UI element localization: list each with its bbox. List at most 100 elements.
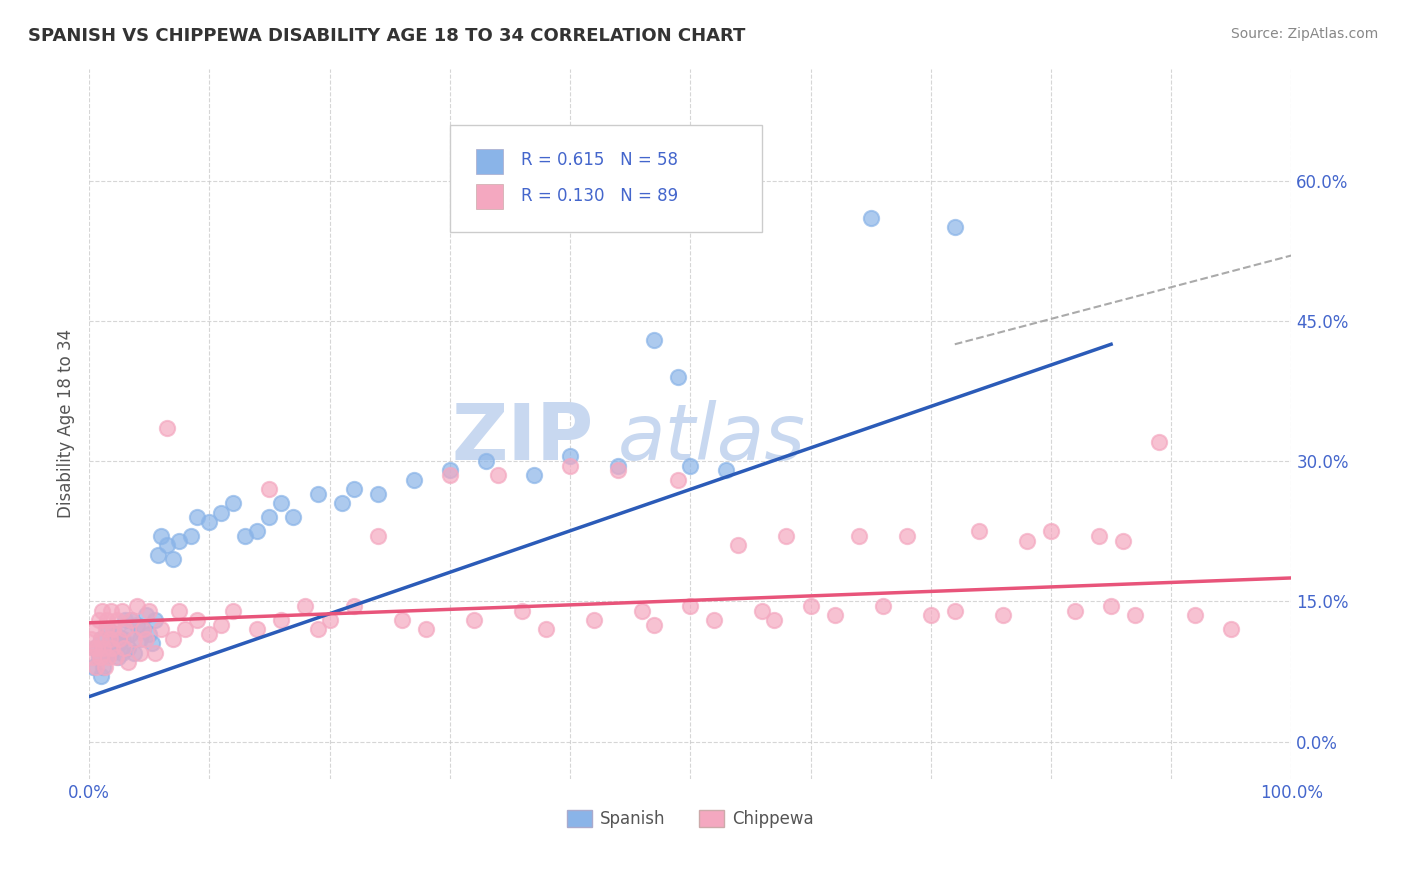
Point xyxy=(114,613,136,627)
Point xyxy=(1147,435,1170,450)
Text: R = 0.130   N = 89: R = 0.130 N = 89 xyxy=(520,186,678,204)
Text: ZIP: ZIP xyxy=(451,400,595,476)
Point xyxy=(128,646,150,660)
Point xyxy=(222,496,245,510)
Legend: Spanish, Chippewa: Spanish, Chippewa xyxy=(560,803,821,835)
Point xyxy=(156,421,179,435)
Point xyxy=(132,623,155,637)
Point xyxy=(848,529,870,543)
Point xyxy=(82,650,104,665)
Point xyxy=(209,506,232,520)
Point xyxy=(143,613,166,627)
Point xyxy=(104,627,127,641)
Point xyxy=(475,454,498,468)
Point xyxy=(318,613,340,627)
Point xyxy=(259,482,281,496)
Point xyxy=(775,529,797,543)
Point xyxy=(138,604,160,618)
Y-axis label: Disability Age 18 to 34: Disability Age 18 to 34 xyxy=(58,329,75,518)
Point xyxy=(156,538,179,552)
Point xyxy=(93,659,115,673)
FancyBboxPatch shape xyxy=(450,126,762,232)
Point xyxy=(209,617,232,632)
Point xyxy=(270,496,292,510)
Point xyxy=(94,623,117,637)
Point xyxy=(84,623,107,637)
Point xyxy=(342,482,364,496)
Point xyxy=(100,646,122,660)
Point xyxy=(128,632,150,646)
Point xyxy=(135,608,157,623)
Point xyxy=(118,627,141,641)
Point xyxy=(107,650,129,665)
Point xyxy=(186,613,208,627)
Point xyxy=(93,641,115,656)
Point xyxy=(1039,524,1062,539)
Point xyxy=(127,599,149,613)
Point xyxy=(198,515,221,529)
Text: Source: ZipAtlas.com: Source: ZipAtlas.com xyxy=(1230,27,1378,41)
Point xyxy=(101,623,124,637)
Point xyxy=(1015,533,1038,548)
Point xyxy=(967,524,990,539)
Text: atlas: atlas xyxy=(619,400,806,476)
Point xyxy=(751,604,773,618)
Point xyxy=(167,533,190,548)
Point xyxy=(607,463,630,477)
Point xyxy=(643,333,665,347)
Point xyxy=(643,617,665,632)
Point xyxy=(162,552,184,566)
Point xyxy=(108,636,131,650)
Point xyxy=(87,650,110,665)
Point xyxy=(100,604,122,618)
Point xyxy=(120,613,142,627)
Point xyxy=(896,529,918,543)
Point xyxy=(943,220,966,235)
Point xyxy=(859,211,882,225)
Point xyxy=(96,613,118,627)
Point xyxy=(666,370,689,384)
Point xyxy=(270,613,292,627)
Point xyxy=(534,623,557,637)
Point xyxy=(132,623,155,637)
Point xyxy=(920,608,942,623)
Point xyxy=(679,458,702,473)
Point xyxy=(330,496,353,510)
Point xyxy=(117,655,139,669)
Point xyxy=(1064,604,1087,618)
Point xyxy=(666,473,689,487)
Point xyxy=(135,632,157,646)
Point xyxy=(82,659,104,673)
Point xyxy=(96,646,118,660)
Point xyxy=(198,627,221,641)
Point xyxy=(105,613,128,627)
Point xyxy=(294,599,316,613)
Point xyxy=(824,608,846,623)
Point xyxy=(583,613,606,627)
Point xyxy=(110,646,132,660)
Point xyxy=(703,613,725,627)
Point xyxy=(439,463,461,477)
Point xyxy=(872,599,894,613)
Point xyxy=(1088,529,1111,543)
Point xyxy=(84,659,107,673)
Point xyxy=(463,613,485,627)
Point xyxy=(141,636,163,650)
Point xyxy=(222,604,245,618)
Point xyxy=(180,529,202,543)
Point xyxy=(112,641,135,656)
Point xyxy=(716,463,738,477)
Point xyxy=(143,646,166,660)
Point xyxy=(90,632,112,646)
Point xyxy=(84,641,107,656)
Point xyxy=(150,623,173,637)
Point xyxy=(631,604,654,618)
Point xyxy=(108,632,131,646)
Point xyxy=(104,650,127,665)
Point xyxy=(367,529,389,543)
Point xyxy=(558,450,581,464)
Point xyxy=(259,510,281,524)
FancyBboxPatch shape xyxy=(477,149,503,174)
Point xyxy=(83,641,105,656)
Point xyxy=(307,623,329,637)
